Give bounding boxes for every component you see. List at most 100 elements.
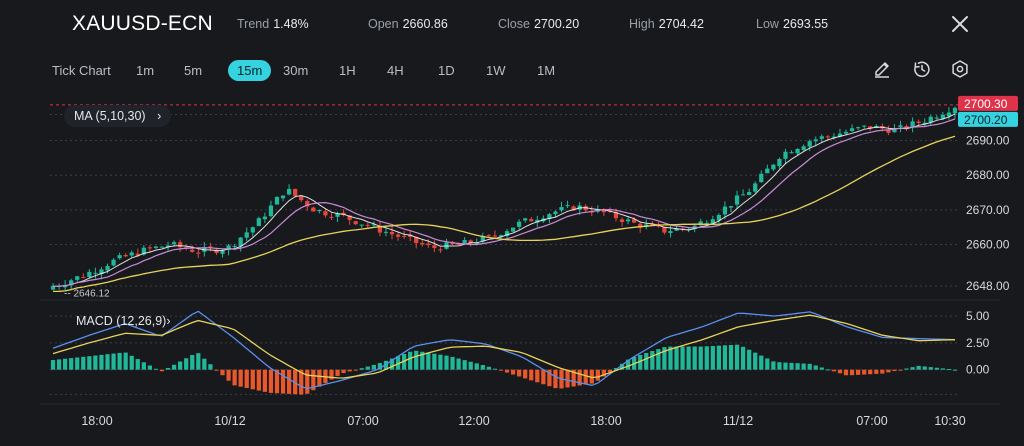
macd-histogram-bar (856, 369, 861, 375)
trend-label: Trend (237, 17, 270, 31)
macd-histogram-bar (510, 369, 516, 375)
candle-body (159, 246, 165, 248)
candle-body (523, 218, 528, 221)
candle-body (147, 247, 152, 249)
candle-body (395, 234, 401, 237)
timeframe-1h[interactable]: 1H (339, 63, 356, 78)
timeframe-1d[interactable]: 1D (438, 63, 455, 78)
timeframe-4h[interactable]: 4H (387, 63, 404, 78)
macd-histogram-bar (831, 369, 837, 372)
macd-histogram-bar (238, 369, 243, 387)
candle-body (293, 188, 298, 196)
macd-label-text: MACD (12,26,9) (76, 314, 167, 328)
candle-body (777, 158, 782, 167)
close-icon[interactable] (948, 12, 972, 36)
draw-icon[interactable] (872, 59, 892, 79)
timeframe-30m[interactable]: 30m (283, 63, 309, 78)
candle-body (389, 231, 395, 235)
candle-body (220, 250, 225, 254)
candle-body (75, 276, 80, 280)
high-stat: High 2704.42 (629, 17, 704, 31)
macd-histogram-bar (795, 363, 800, 370)
candle-body (462, 240, 467, 244)
macd-histogram-bar (868, 369, 873, 375)
settings-icon[interactable] (950, 59, 970, 79)
timeframe-15m[interactable]: 15m (228, 60, 272, 81)
macd-histogram-bar (759, 355, 764, 370)
macd-histogram-bar (819, 367, 824, 370)
candle-body (250, 227, 255, 233)
macd-histogram-bar (898, 369, 903, 371)
candle-body (862, 125, 867, 127)
macd-histogram-bar (813, 365, 818, 370)
timeframe-1m[interactable]: 1M (537, 63, 556, 78)
macd-histogram-bar (408, 351, 413, 370)
macd-histogram-bar (171, 364, 177, 370)
candle-body (892, 128, 897, 133)
low-value: 2693.55 (782, 17, 829, 31)
candle-body (898, 125, 903, 127)
candle-body (547, 214, 552, 219)
macd-histogram-bar (589, 369, 594, 384)
candle-body (280, 195, 286, 199)
close-label: Close (498, 17, 530, 31)
price-axis-label: 2680.00 (966, 168, 1010, 182)
candle-body (583, 206, 588, 211)
timeframe-5m[interactable]: 5m (184, 63, 203, 78)
timeframe-1w[interactable]: 1W (486, 63, 506, 78)
macd-histogram-bar (178, 361, 183, 370)
macd-histogram-bar (414, 350, 419, 370)
macd-histogram-bar (565, 369, 570, 388)
candle-body (535, 219, 540, 223)
candle-body (69, 280, 74, 286)
macd-histogram-bar (934, 367, 939, 370)
candle-body (625, 219, 631, 222)
timeframe-1m[interactable]: 1m (136, 63, 155, 78)
macd-histogram-bar (371, 364, 376, 370)
candle-body (438, 249, 443, 251)
macd-histogram-bar (710, 345, 715, 370)
macd-histogram-bar (625, 359, 631, 370)
timer-icon[interactable] (912, 59, 932, 79)
candle-body (662, 227, 667, 233)
candle-body (377, 225, 383, 233)
macd-histogram-bar (753, 352, 758, 370)
macd-histogram-bar (529, 369, 534, 381)
macd-histogram-bar (480, 364, 485, 370)
open-label: Open (368, 17, 399, 31)
candle-body (940, 114, 945, 119)
candle-body (674, 228, 679, 231)
trend-value: 1.48% (273, 17, 309, 31)
macd-histogram-bar (69, 358, 74, 370)
macd-axis-label: 5.00 (966, 309, 990, 323)
candle-body (952, 107, 958, 114)
candle-body (510, 227, 516, 232)
candle-body (286, 188, 292, 195)
macd-histogram-bar (777, 362, 782, 370)
macd-histogram-bar (862, 369, 867, 375)
macd-histogram-bar (922, 366, 927, 370)
candle-body (214, 249, 219, 253)
candle-body (807, 141, 812, 147)
macd-histogram-bar (789, 362, 794, 370)
low-label: Low (756, 17, 779, 31)
macd-histogram-bar (383, 360, 389, 370)
macd-histogram-bar (886, 369, 891, 373)
timeframe-tick-chart[interactable]: Tick Chart (52, 63, 111, 78)
macd-histogram-bar (952, 369, 958, 371)
candle-body (238, 237, 243, 247)
x-axis-label: 07:00 (856, 414, 887, 428)
macd-indicator-label[interactable]: MACD (12,26,9)› (76, 314, 170, 328)
candle-body (553, 211, 558, 215)
candle-body (856, 127, 861, 129)
ma-indicator-label[interactable]: MA (5,10,30) › (64, 105, 172, 127)
candle-body (420, 242, 425, 245)
macd-histogram-bar (141, 362, 146, 370)
macd-histogram-bar (87, 356, 92, 370)
candle-body (486, 235, 491, 237)
macd-histogram-bar (535, 369, 540, 383)
macd-histogram-bar (311, 369, 316, 391)
macd-histogram-bar (462, 360, 467, 370)
macd-histogram-bar (722, 345, 728, 370)
